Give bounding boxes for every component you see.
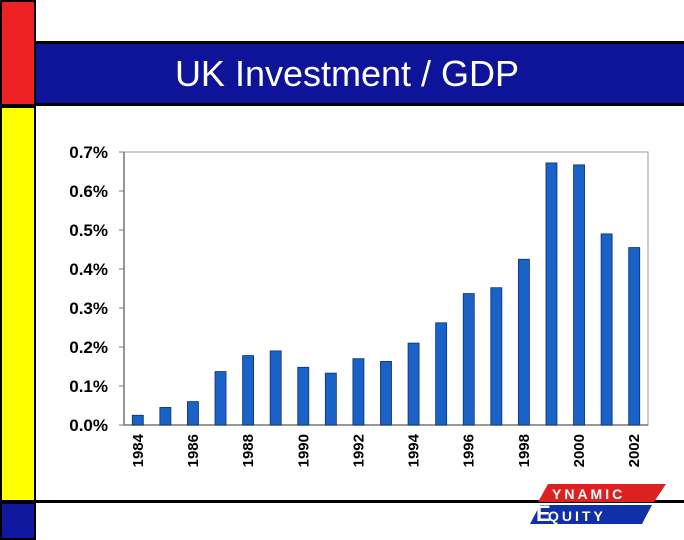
page-title: UK Investment / GDP — [174, 52, 520, 94]
bar-1990 — [297, 366, 310, 426]
blue-block — [0, 502, 36, 540]
x-tick-label: 1986 — [185, 434, 202, 467]
bar-1998 — [517, 258, 530, 426]
bar-1995 — [435, 322, 448, 426]
bar-2002 — [628, 247, 641, 426]
bar-1992 — [352, 358, 365, 426]
y-tick-label: 0.3% — [69, 299, 108, 318]
x-tick-label: 1994 — [406, 433, 423, 467]
logo-e-mark: E — [536, 501, 551, 526]
bar-1999 — [545, 162, 558, 426]
y-tick-label: 0.7% — [69, 143, 108, 162]
y-tick-label: 0.6% — [69, 182, 108, 201]
red-block — [0, 0, 36, 106]
x-tick-label: 2000 — [571, 434, 588, 467]
bar-1989 — [269, 350, 282, 426]
x-tick-label: 1990 — [295, 434, 312, 467]
y-tick-label: 0.1% — [69, 377, 108, 396]
x-tick-label: 1988 — [240, 434, 257, 467]
x-tick-label: 1984 — [130, 433, 147, 467]
dynamic-equity-logo: YNAMIC QUITY E — [530, 484, 666, 526]
x-tick-label: 1998 — [516, 434, 533, 467]
logo-bottom-band — [530, 505, 652, 524]
bar-1984 — [131, 414, 144, 426]
bar-1993 — [380, 361, 392, 426]
bar-1985 — [159, 407, 172, 426]
bar-1991 — [324, 372, 337, 426]
bar-1986 — [187, 401, 199, 426]
bar-2000 — [573, 164, 585, 426]
bar-2001 — [600, 233, 613, 426]
y-tick-label: 0.5% — [69, 221, 108, 240]
bottom-rule — [36, 500, 684, 503]
logo-word-bottom: QUITY — [548, 508, 606, 524]
bar-1997 — [490, 287, 503, 426]
bar-1996 — [462, 293, 475, 426]
logo-top-band — [538, 484, 666, 502]
x-tick-label: 2002 — [626, 434, 643, 467]
x-tick-label: 1996 — [461, 434, 478, 467]
y-tick-label: 0.0% — [69, 416, 108, 435]
yellow-block — [0, 106, 36, 502]
logo-word-top: YNAMIC — [552, 486, 625, 502]
bar-1994 — [407, 342, 420, 426]
y-tick-label: 0.4% — [69, 260, 108, 279]
bar-1987 — [214, 371, 227, 426]
x-tick-label: 1992 — [350, 434, 367, 467]
y-tick-label: 0.2% — [69, 338, 108, 357]
bar-1988 — [242, 355, 255, 426]
title-band: UK Investment / GDP — [36, 41, 684, 106]
